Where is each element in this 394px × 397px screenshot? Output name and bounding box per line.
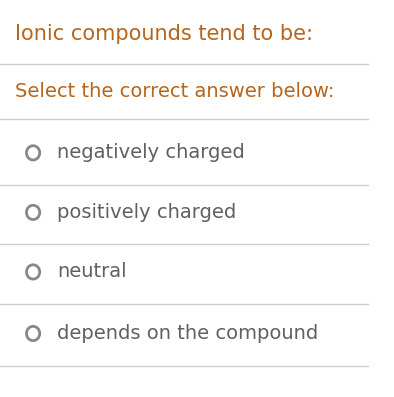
Text: Ionic compounds tend to be:: Ionic compounds tend to be: [15,24,313,44]
Text: positively charged: positively charged [57,203,236,222]
Text: negatively charged: negatively charged [57,143,245,162]
Text: neutral: neutral [57,262,126,281]
Text: Select the correct answer below:: Select the correct answer below: [15,82,334,101]
Text: depends on the compound: depends on the compound [57,324,318,343]
